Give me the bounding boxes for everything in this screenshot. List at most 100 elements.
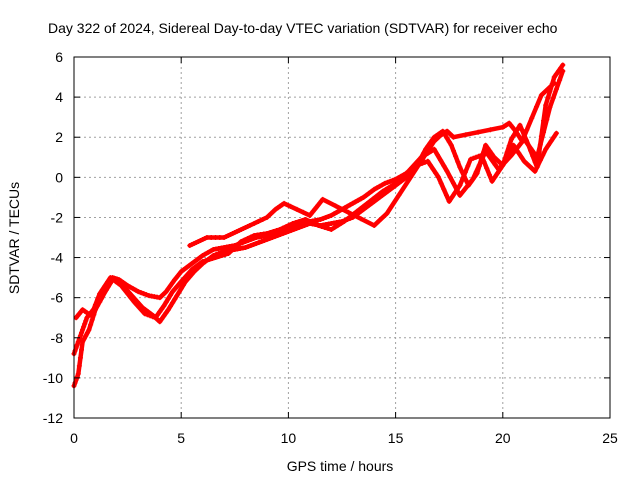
data-point (165, 296, 171, 302)
data-point (280, 225, 286, 231)
data-point (476, 153, 482, 159)
data-point (219, 253, 225, 259)
data-point (181, 267, 187, 273)
data-point (529, 115, 535, 121)
data-point (556, 68, 562, 74)
data-point (184, 265, 190, 271)
data-point (79, 347, 85, 353)
data-point (277, 226, 283, 232)
data-point (454, 186, 460, 192)
data-point (385, 179, 391, 185)
data-point (531, 150, 537, 156)
data-point (449, 194, 455, 200)
data-point (540, 152, 546, 158)
data-point (553, 130, 559, 136)
x-tick-label: 20 (495, 430, 511, 446)
data-point (290, 220, 296, 226)
data-point (300, 209, 306, 215)
data-point (438, 180, 444, 186)
data-point (189, 267, 195, 273)
data-point (186, 270, 192, 276)
data-point (81, 336, 87, 342)
data-point (80, 339, 86, 345)
data-point (430, 166, 436, 172)
data-point (338, 220, 344, 226)
data-point (147, 313, 153, 319)
data-point (261, 238, 267, 244)
data-point (202, 251, 208, 257)
data-point (118, 283, 124, 289)
data-point (267, 229, 273, 235)
data-point (543, 146, 549, 152)
data-point (293, 219, 299, 225)
plot-area (71, 62, 566, 389)
data-point (72, 380, 78, 386)
data-point (281, 200, 287, 206)
data-point (545, 142, 551, 148)
data-point (159, 316, 165, 322)
data-point (320, 215, 326, 221)
data-point (255, 218, 261, 224)
data-point (270, 228, 276, 234)
data-point (547, 104, 553, 110)
data-point (235, 242, 241, 248)
data-point (517, 136, 523, 142)
data-point (425, 158, 431, 164)
data-point (128, 295, 134, 301)
data-point (134, 302, 140, 308)
data-point (163, 310, 169, 316)
data-point (492, 174, 498, 180)
data-point (345, 209, 351, 215)
data-point (157, 309, 163, 315)
data-point (355, 197, 361, 203)
data-point (208, 235, 214, 240)
data-point (463, 132, 469, 138)
data-point (213, 255, 219, 261)
data-point (486, 153, 492, 159)
data-point (517, 122, 523, 128)
data-point (550, 95, 556, 101)
data-point (253, 241, 259, 247)
data-point (534, 104, 540, 110)
data-point (325, 225, 331, 231)
data-point (383, 186, 389, 192)
data-point (441, 186, 447, 192)
data-point (315, 222, 321, 228)
data-point (465, 163, 471, 169)
x-tick-label: 25 (602, 430, 618, 446)
data-point (457, 182, 463, 188)
data-point (528, 145, 534, 151)
data-point (516, 133, 522, 139)
data-point (463, 184, 469, 190)
data-point (243, 245, 249, 251)
data-point (79, 330, 85, 336)
data-point (152, 315, 158, 321)
data-point (208, 248, 214, 254)
data-point (248, 234, 254, 240)
data-point (92, 302, 98, 308)
data-point (460, 176, 466, 182)
data-point (513, 128, 519, 134)
data-point (551, 80, 557, 86)
data-point (519, 154, 525, 160)
data-point (150, 314, 156, 320)
data-point (189, 261, 195, 267)
data-point (371, 186, 377, 192)
data-point (450, 148, 456, 154)
data-point (519, 138, 525, 144)
x-tick-label: 15 (388, 430, 404, 446)
data-point (264, 237, 270, 243)
y-tick-label: -12 (43, 410, 63, 426)
data-point (457, 164, 463, 170)
data-point (83, 333, 89, 339)
chart-title: Day 322 of 2024, Sidereal Day-to-day VTE… (48, 20, 558, 36)
data-point (505, 156, 511, 162)
data-point (95, 296, 101, 302)
data-point (222, 252, 228, 258)
data-point (384, 210, 390, 216)
data-point (334, 209, 340, 215)
data-point (479, 155, 485, 161)
data-point (374, 185, 380, 191)
data-point (444, 192, 450, 198)
data-point (280, 230, 286, 236)
